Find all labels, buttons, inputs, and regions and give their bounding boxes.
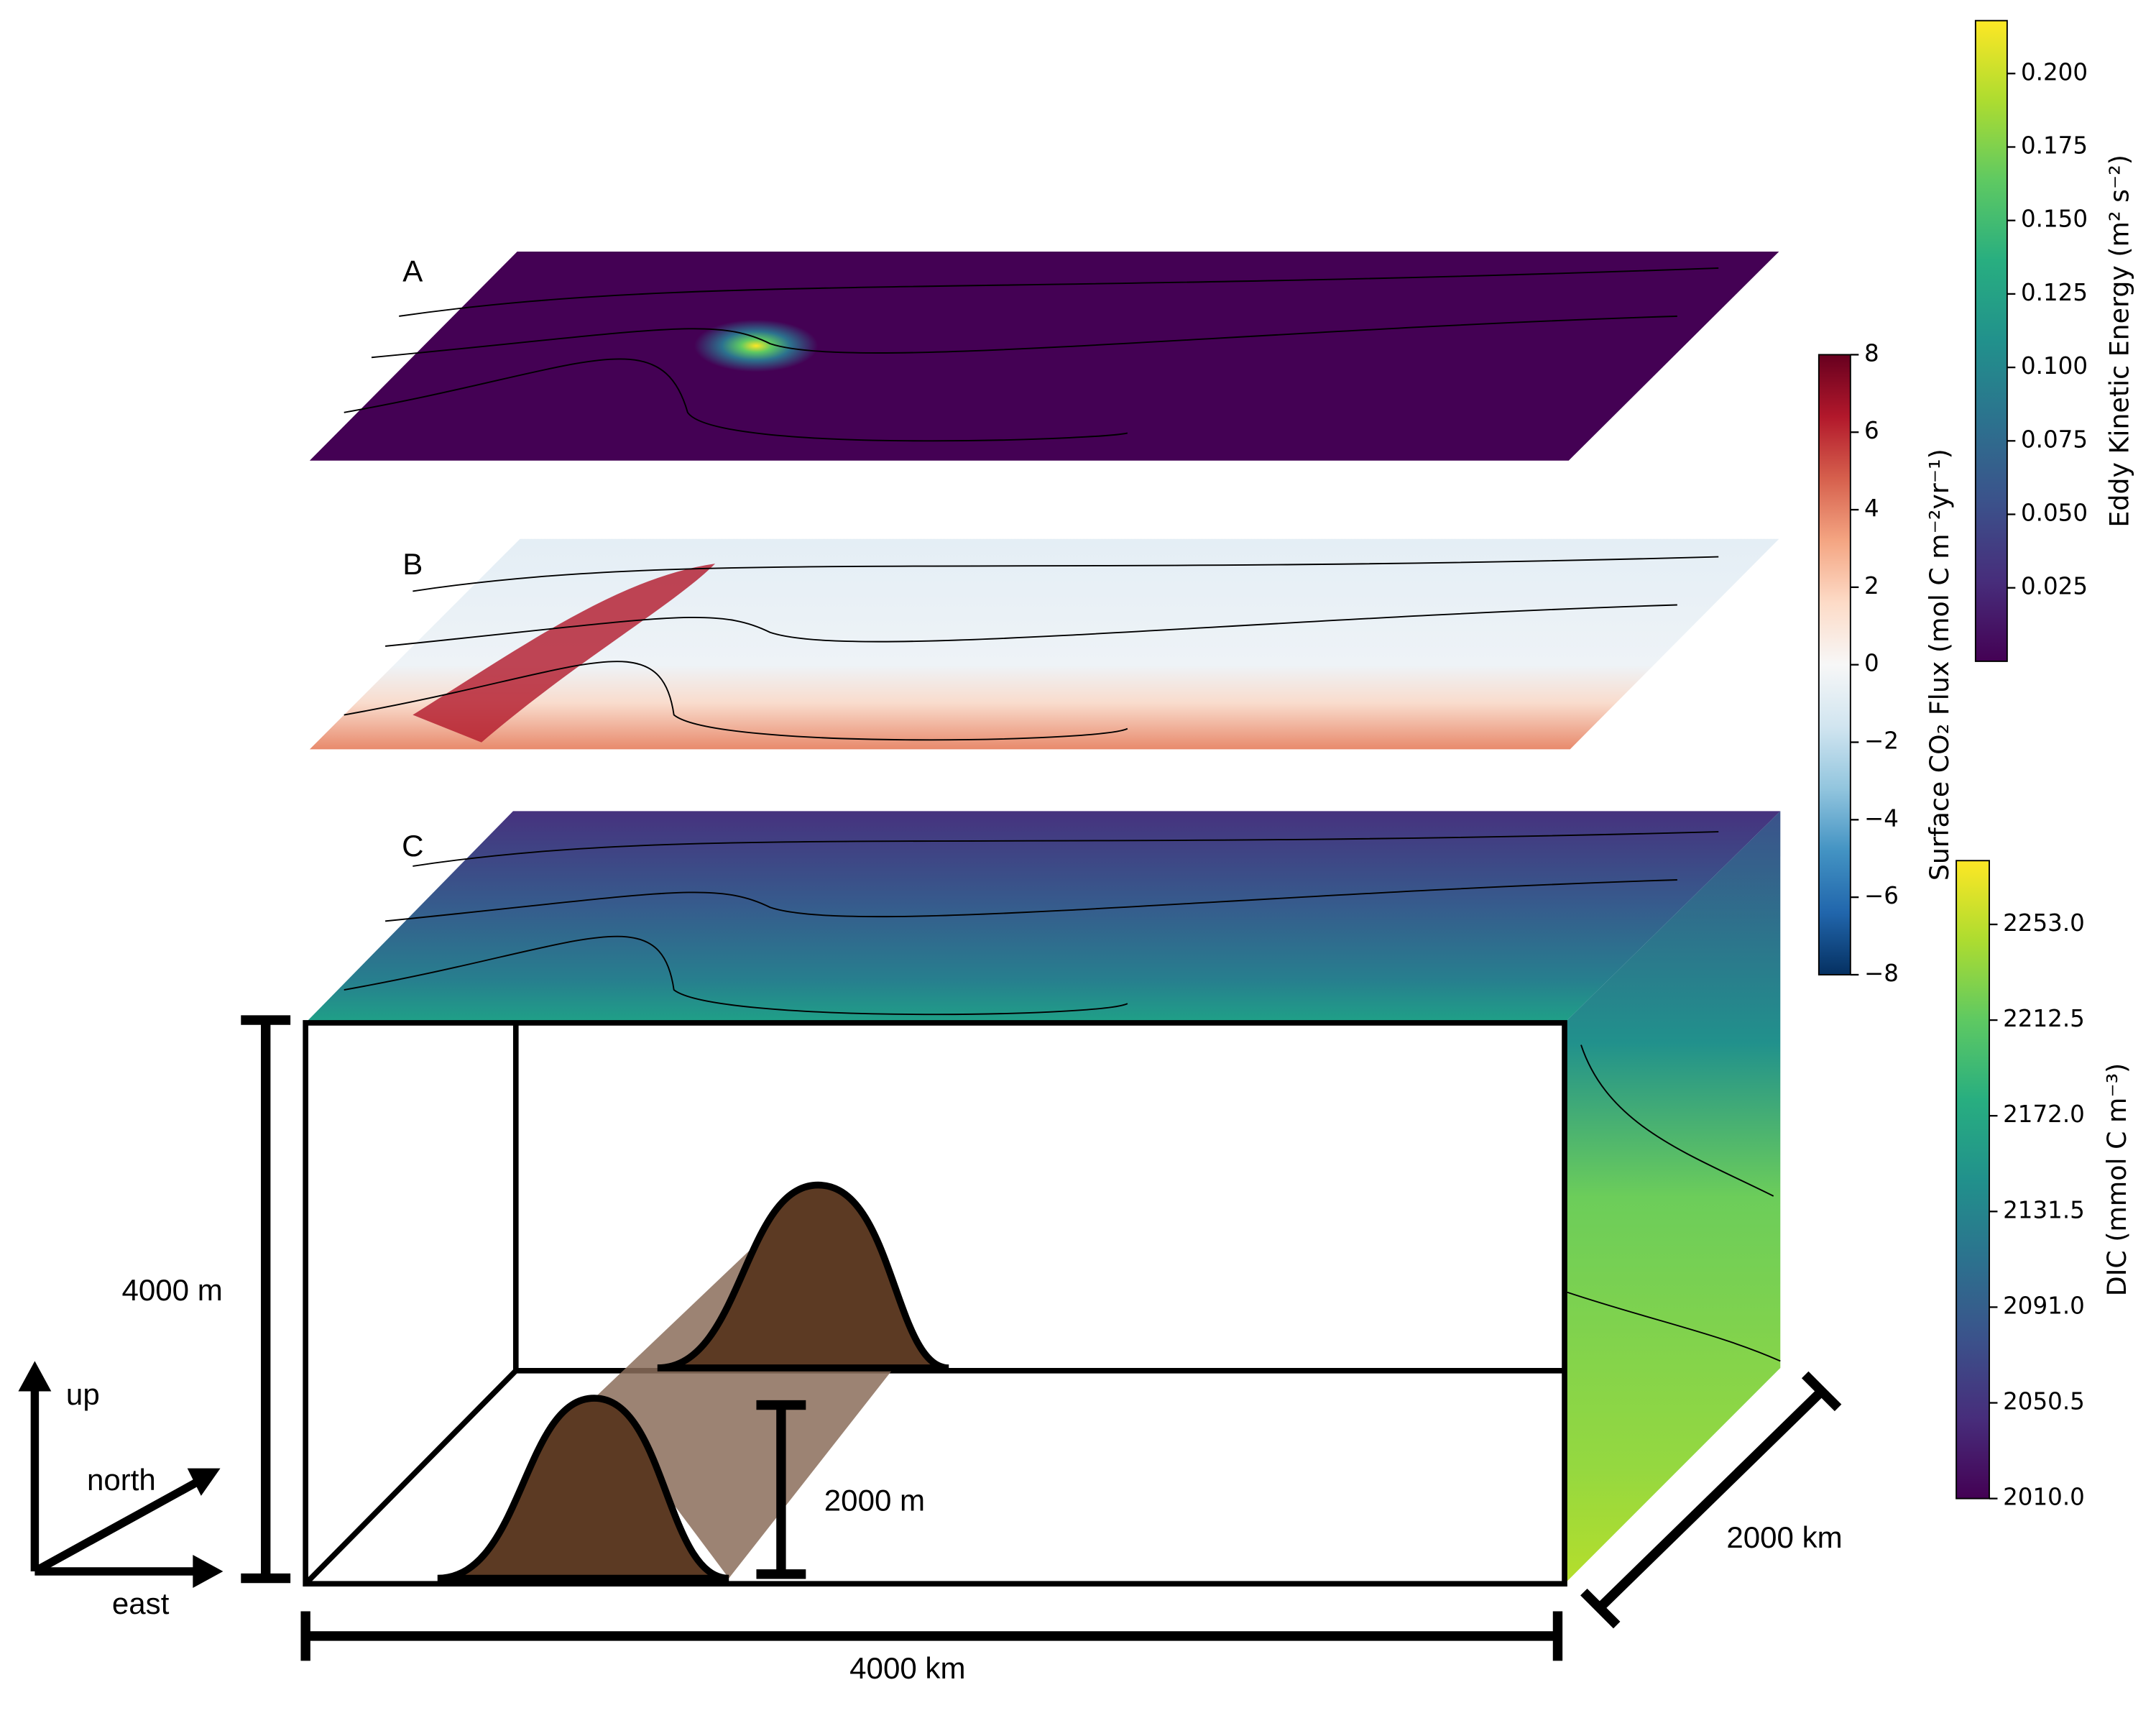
panel-label: A — [402, 254, 423, 288]
axis-label: up — [66, 1377, 100, 1411]
colorbar-tick-label: 0.075 — [2021, 426, 2088, 453]
orientation-arrows — [18, 1361, 224, 1588]
colorbar-label: Surface CO₂ Flux (mol C m⁻²yr⁻¹) — [1924, 449, 1955, 881]
panel-c-top — [305, 811, 1781, 1023]
ridge-front — [437, 1395, 729, 1582]
contours — [344, 267, 1719, 442]
colorbar-tick-label: 2131.5 — [2003, 1196, 2085, 1223]
dimension-bars — [241, 1015, 1842, 1661]
colorbar-tick-label: 0.100 — [2021, 352, 2088, 380]
colorbar-tick-label: 2010.0 — [2003, 1484, 2085, 1511]
colorbar-label: Eddy Kinetic Energy (m² s⁻²) — [2104, 155, 2135, 528]
panel-a-slab — [309, 251, 1779, 461]
colorbar-tick-label: −6 — [1864, 882, 1899, 909]
colorbar — [1818, 354, 1851, 975]
flux-band — [413, 564, 716, 743]
colorbar-tick-label: 0.050 — [2021, 500, 2088, 527]
contours — [344, 831, 1781, 1362]
panel-label: C — [402, 829, 423, 863]
colorbar-tick-label: 0.150 — [2021, 206, 2088, 233]
colorbar-tick-label: 0.200 — [2021, 58, 2088, 86]
colorbar-tick-label: −4 — [1864, 804, 1899, 832]
colorbar-tick-label: −2 — [1864, 727, 1899, 755]
colorbar-tick-label: 0.125 — [2021, 279, 2088, 306]
length-label: 4000 km — [849, 1651, 965, 1685]
colorbar-tick-label: 4 — [1864, 495, 1879, 522]
domain-box — [303, 1020, 1567, 1587]
eke-hotspot — [667, 291, 915, 396]
contours — [344, 556, 1719, 741]
depth-label: 4000 m — [121, 1273, 222, 1307]
colorbar — [1974, 19, 2008, 662]
ridge-back — [657, 1181, 949, 1372]
panel-label: B — [402, 547, 423, 581]
colorbar-tick-label: 2091.0 — [2003, 1292, 2085, 1319]
colorbars: 0.025 0.050 0.075 0.100 0.125 0.150 0.175 0.200… — [1818, 19, 2135, 1511]
width-label: 2000 km — [1726, 1520, 1842, 1554]
colorbar-tick-label: 0 — [1864, 650, 1879, 677]
colorbar-tick-label: 8 — [1864, 339, 1879, 367]
colorbar-tick-label: 2253.0 — [2003, 909, 2085, 937]
colorbar-tick-label: 0.025 — [2021, 573, 2088, 600]
ridge-height-label: 2000 m — [824, 1483, 925, 1517]
colorbar-tick-label: 2 — [1864, 572, 1879, 600]
axis-label: east — [112, 1586, 170, 1620]
colorbar-tick-label: −8 — [1864, 960, 1899, 987]
colorbar — [1955, 860, 1990, 1500]
panel-c-side — [1565, 811, 1781, 1584]
colorbar-tick-label: 6 — [1864, 417, 1879, 444]
colorbar-tick-label: 0.175 — [2021, 132, 2088, 159]
colorbar-label: DIC (mmol C m⁻³) — [2101, 1063, 2132, 1297]
colorbar-tick-label: 2212.5 — [2003, 1005, 2085, 1032]
axis-label: north — [87, 1463, 156, 1497]
colorbar-tick-label: 2050.5 — [2003, 1388, 2085, 1415]
colorbar-tick-label: 2172.0 — [2003, 1101, 2085, 1128]
